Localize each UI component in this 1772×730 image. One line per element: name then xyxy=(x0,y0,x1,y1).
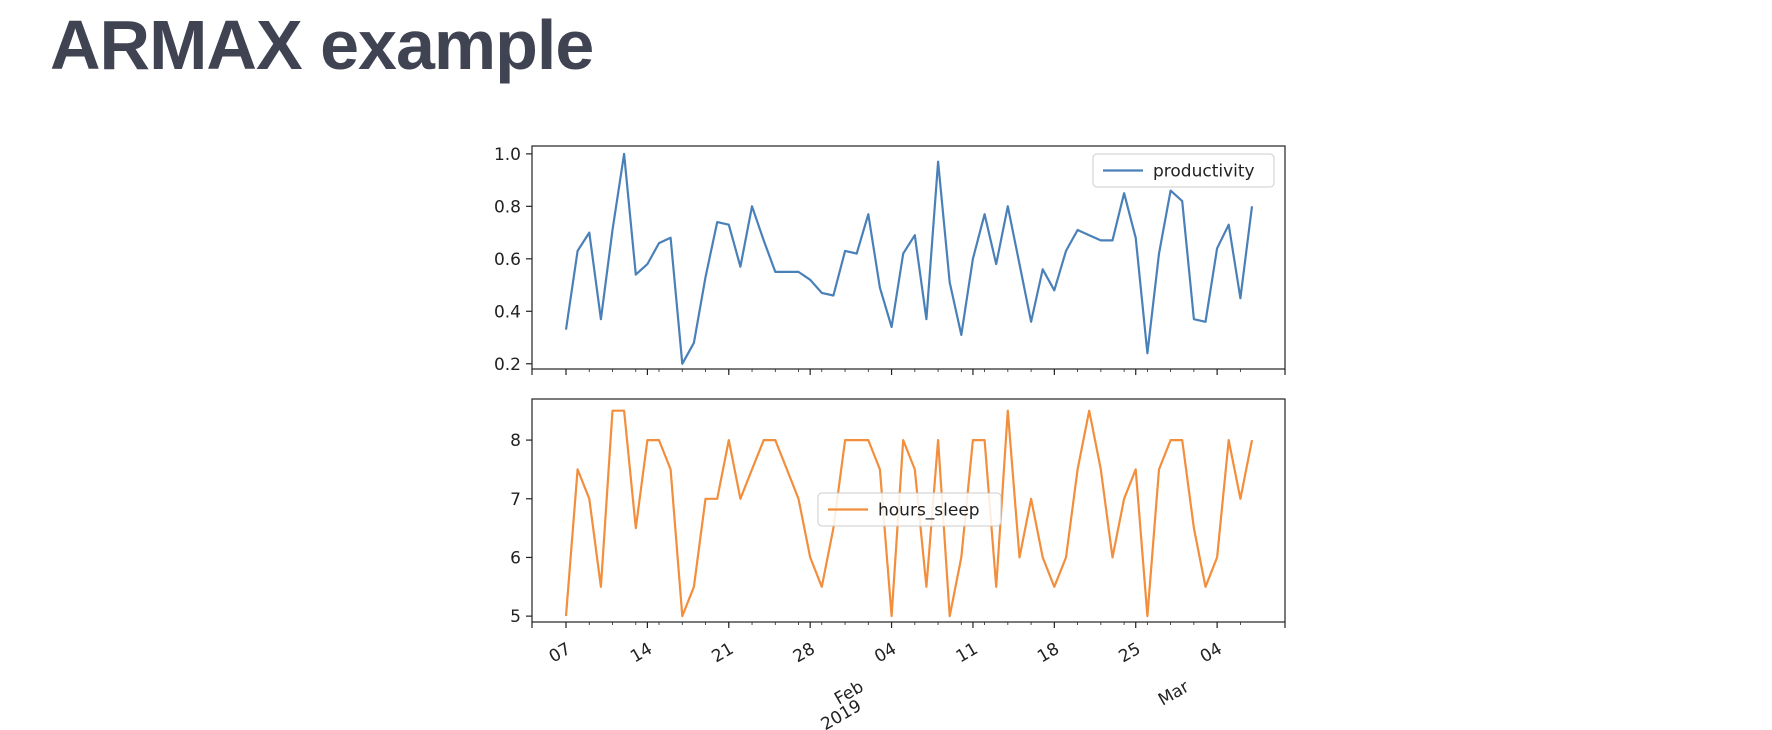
x-tick-label: 21 xyxy=(709,639,738,667)
x-tick-label: 14 xyxy=(627,639,656,667)
x-tick-label: 04 xyxy=(1197,639,1226,667)
series-line-productivity xyxy=(564,152,1254,365)
slide-title: ARMAX example xyxy=(50,6,594,84)
y-tick-label: 0.4 xyxy=(494,302,521,322)
y-tick-label: 0.6 xyxy=(494,250,521,270)
y-tick-label: 0.2 xyxy=(494,355,521,375)
legend-box xyxy=(817,492,1002,527)
x-tick-label: 25 xyxy=(1115,639,1144,667)
x-tick-label: 07 xyxy=(546,639,575,667)
legend-label: productivity xyxy=(1153,162,1255,182)
x-tick-label: 28 xyxy=(790,639,819,667)
y-tick-label: 5 xyxy=(510,607,521,627)
legend: hours_sleep xyxy=(817,492,1002,527)
x-tick-label: 18 xyxy=(1034,639,1063,667)
series-line-hours_sleep xyxy=(564,409,1254,618)
y-tick-label: 1.0 xyxy=(494,145,521,165)
y-tick-label: 6 xyxy=(510,548,521,568)
y-tick-label: 7 xyxy=(510,490,521,510)
x-tick-label: 11 xyxy=(953,639,982,667)
x-tick-label: 04 xyxy=(871,639,900,667)
axes-frame xyxy=(531,145,1286,370)
y-tick-label: 8 xyxy=(510,431,521,451)
legend-box xyxy=(1092,153,1275,188)
x-major-label: Mar xyxy=(1155,677,1193,710)
legend-label: hours_sleep xyxy=(878,501,980,521)
y-tick-label: 0.8 xyxy=(494,197,521,217)
axes-frame xyxy=(531,398,1286,623)
panel-2: 5 6 7 8 hours_sleep xyxy=(510,398,1286,628)
legend: productivity xyxy=(1092,153,1275,188)
panel-1: 0.2 0.4 0.6 0.8 1.0 productivity xyxy=(494,145,1286,375)
